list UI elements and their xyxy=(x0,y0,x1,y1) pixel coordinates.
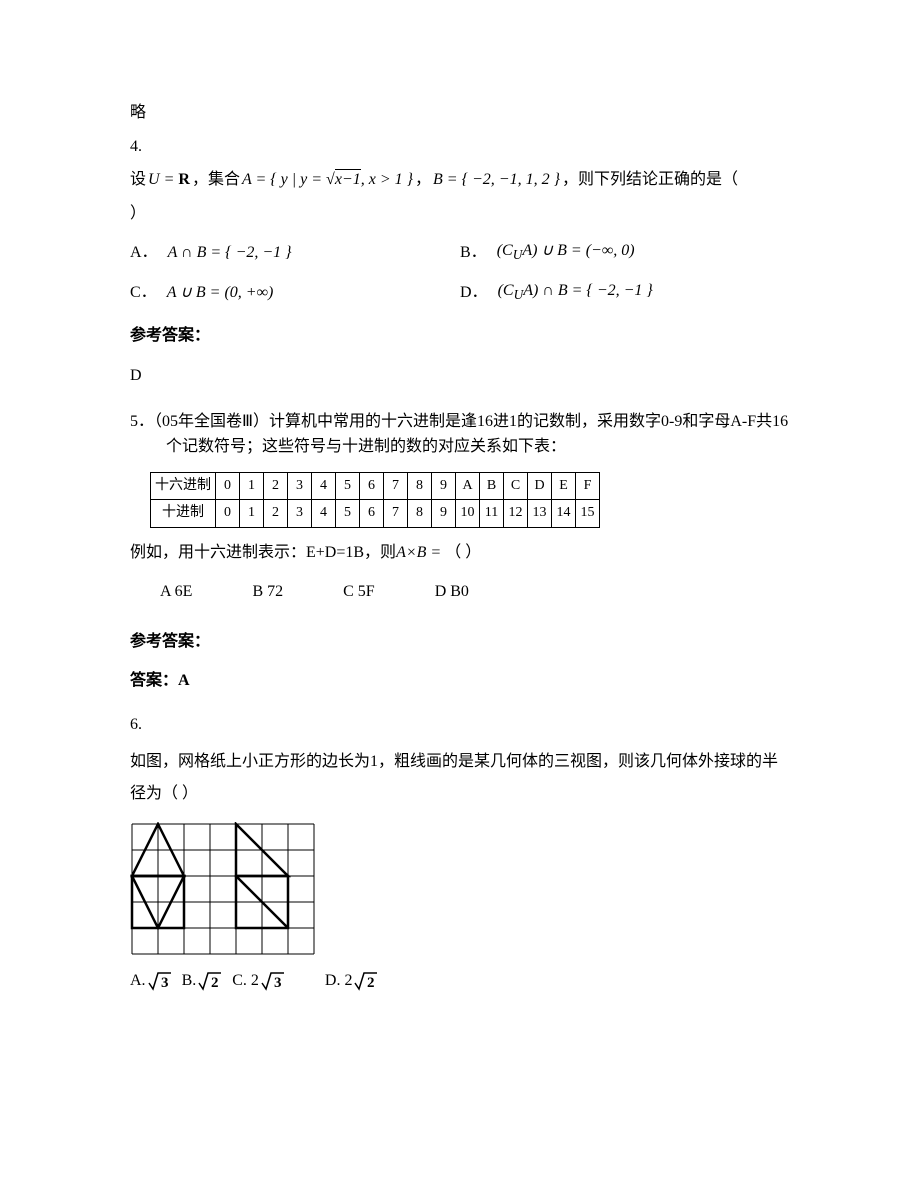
cell: 6 xyxy=(360,500,384,527)
sqrt-icon: 3 xyxy=(148,969,172,991)
option-label: A． xyxy=(130,240,158,266)
svg-text:3: 3 xyxy=(161,975,169,991)
opt-label: C. 2 xyxy=(232,968,259,994)
option-text: A ∩ B = { −2, −1 } xyxy=(168,240,292,266)
q4-option-b: B． (CUA) ∪ B = (−∞, 0) xyxy=(460,238,790,266)
cell: 4 xyxy=(312,500,336,527)
q5-text2-post: （ ） xyxy=(445,544,481,561)
cell: 9 xyxy=(432,500,456,527)
grid-svg xyxy=(130,822,316,956)
cell: E xyxy=(552,472,576,499)
cell: 1 xyxy=(240,500,264,527)
q5-formula: A×B = xyxy=(396,544,445,561)
cell: 12 xyxy=(504,500,528,527)
q4-answer: D xyxy=(130,363,790,389)
option-text: A ∪ B = (0, +∞) xyxy=(167,280,274,306)
cell: A xyxy=(456,472,480,499)
q5-body: （05年全国卷Ⅲ）计算机中常用的十六进制是逢16进1的记数制，采用数字0-9和字… xyxy=(154,413,788,456)
q5-opt-d: D B0 xyxy=(435,579,469,605)
option-label: D． xyxy=(460,280,488,306)
cell: 15 xyxy=(576,500,600,527)
row1-label: 十六进制 xyxy=(151,472,216,499)
opt-label: A. xyxy=(130,968,146,994)
q5-answer: 答案：A xyxy=(130,668,790,694)
cell: 8 xyxy=(408,472,432,499)
option-label: C． xyxy=(130,280,157,306)
cell: 0 xyxy=(216,472,240,499)
sqrt-icon: 2 xyxy=(354,969,378,991)
q4-setup-close: ） xyxy=(130,201,790,227)
q5-number: 5． xyxy=(130,413,154,430)
q5-opt-c: C 5F xyxy=(343,579,375,605)
q4-option-d: D． (CUA) ∩ B = { −2, −1 } xyxy=(460,278,790,306)
q4-setup-a: A = { y | y = √x−1, x > 1 } xyxy=(242,167,413,193)
option-text: (CUA) ∪ B = (−∞, 0) xyxy=(497,238,635,266)
q4-row-ab: A． A ∩ B = { −2, −1 } B． (CUA) ∪ B = (−∞… xyxy=(130,238,790,266)
cell: 8 xyxy=(408,500,432,527)
q4-ref-label: 参考答案： xyxy=(130,323,790,349)
q6-opt-d: D. 2 2 xyxy=(325,968,379,994)
opt-label: B. xyxy=(182,968,197,994)
q6-number: 6. xyxy=(130,712,790,738)
sqrt-icon: 2 xyxy=(198,969,222,991)
q5-opt-b: B 72 xyxy=(252,579,283,605)
cell: C xyxy=(504,472,528,499)
cell: 4 xyxy=(312,472,336,499)
q4-number: 4. xyxy=(130,134,790,160)
svg-text:2: 2 xyxy=(367,975,375,991)
q5-options: A 6E B 72 C 5F D B0 xyxy=(160,579,790,605)
opt-label: D. 2 xyxy=(325,968,353,994)
table-row: 十进制 0 1 2 3 4 5 6 7 8 9 10 11 12 13 14 1… xyxy=(151,500,600,527)
table-row: 十六进制 0 1 2 3 4 5 6 7 8 9 A B C D E F xyxy=(151,472,600,499)
q6-opt-a: A. 3 xyxy=(130,968,172,994)
cell: 13 xyxy=(528,500,552,527)
q6-opt-b: B. 2 xyxy=(182,968,223,994)
q5-text2-pre: 例如，用十六进制表示：E+D=1B，则 xyxy=(130,544,396,561)
q4-row-cd: C． A ∪ B = (0, +∞) D． (CUA) ∩ B = { −2, … xyxy=(130,278,790,306)
three-view-diagram xyxy=(130,822,790,956)
q4-setup-ur: U = R xyxy=(148,167,190,193)
cell: 2 xyxy=(264,500,288,527)
cell: 10 xyxy=(456,500,480,527)
q4-setup-comma: ， xyxy=(415,167,431,193)
q5-ref-label: 参考答案： xyxy=(130,629,790,655)
cell: 6 xyxy=(360,472,384,499)
cell: 3 xyxy=(288,500,312,527)
cell: 1 xyxy=(240,472,264,499)
q4-option-c: C． A ∪ B = (0, +∞) xyxy=(130,278,460,306)
hex-table: 十六进制 0 1 2 3 4 5 6 7 8 9 A B C D E F 十进制… xyxy=(150,472,600,528)
row2-label: 十进制 xyxy=(151,500,216,527)
svg-text:3: 3 xyxy=(274,975,282,991)
q5-opt-a: A 6E xyxy=(160,579,192,605)
q6-opt-c: C. 2 3 xyxy=(232,968,285,994)
cell: 0 xyxy=(216,500,240,527)
q4-setup-mid: ，集合 xyxy=(192,167,240,193)
q3-answer: 略 xyxy=(130,100,790,126)
cell: 5 xyxy=(336,500,360,527)
q4-setup-b: B = { −2, −1, 1, 2 } xyxy=(433,167,560,193)
q5-text: 5．（05年全国卷Ⅲ）计算机中常用的十六进制是逢16进1的记数制，采用数字0-9… xyxy=(130,409,790,460)
cell: 2 xyxy=(264,472,288,499)
cell: F xyxy=(576,472,600,499)
cell: 14 xyxy=(552,500,576,527)
q6-text: 如图，网格纸上小正方形的边长为1，粗线画的是某几何体的三视图，则该几何体外接球的… xyxy=(130,746,790,810)
q4-setup: 设 U = R ，集合 A = { y | y = √x−1, x > 1 } … xyxy=(130,167,790,193)
sqrt-icon: 3 xyxy=(261,969,285,991)
q4-option-a: A． A ∩ B = { −2, −1 } xyxy=(130,238,460,266)
cell: 11 xyxy=(480,500,504,527)
cell: 5 xyxy=(336,472,360,499)
q6-options: A. 3 B. 2 C. 2 3 D. 2 2 xyxy=(130,968,790,994)
cell: 9 xyxy=(432,472,456,499)
cell: D xyxy=(528,472,552,499)
cell: 7 xyxy=(384,500,408,527)
option-label: B． xyxy=(460,240,487,266)
q4-setup-pre: 设 xyxy=(130,167,146,193)
q4-setup-post: ，则下列结论正确的是（ xyxy=(562,167,738,193)
cell: 7 xyxy=(384,472,408,499)
q5-text2: 例如，用十六进制表示：E+D=1B，则A×B = （ ） xyxy=(130,540,790,566)
cell: 3 xyxy=(288,472,312,499)
svg-text:2: 2 xyxy=(211,975,219,991)
option-text: (CUA) ∩ B = { −2, −1 } xyxy=(498,278,653,306)
cell: B xyxy=(480,472,504,499)
